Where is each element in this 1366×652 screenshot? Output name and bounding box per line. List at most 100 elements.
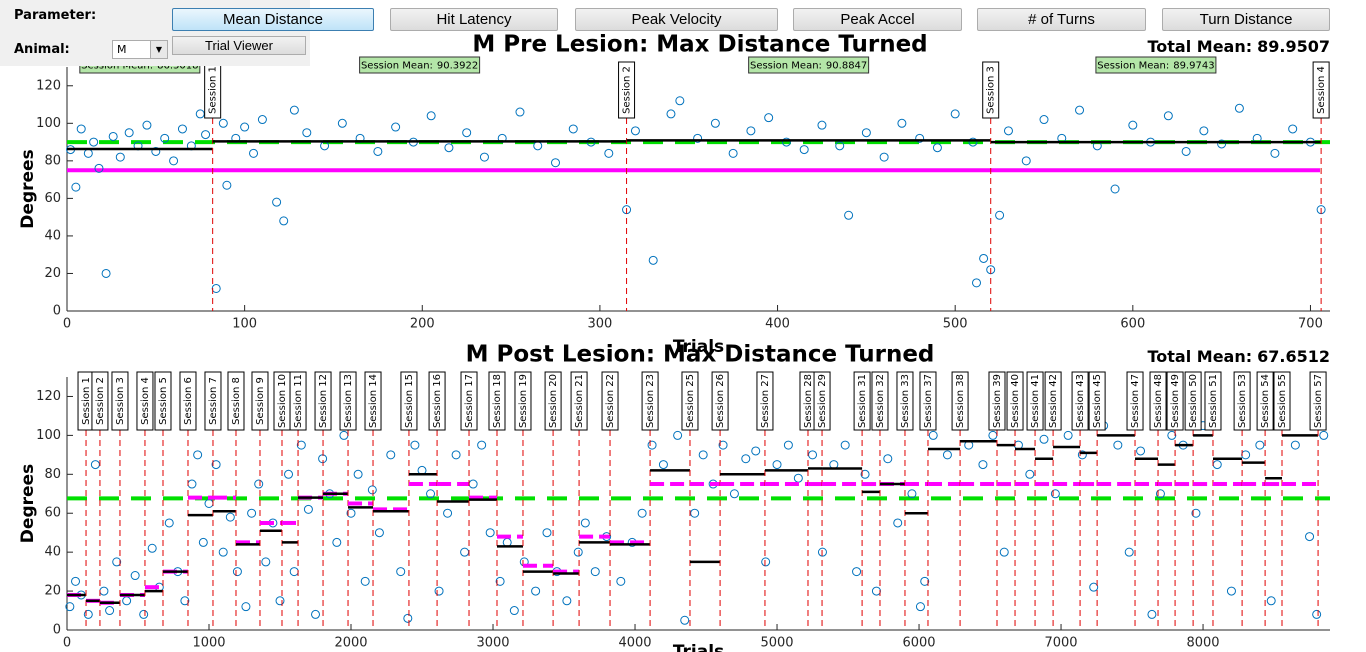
trial-point — [360, 576, 370, 586]
session-label-box — [601, 371, 619, 431]
session-label: Session 3 — [986, 66, 997, 114]
session-label: Session 26 — [715, 374, 726, 428]
total-mean-label: Total Mean: — [1147, 347, 1252, 366]
session-label: Session 14 — [368, 374, 379, 428]
trial-viewer-button[interactable]: Trial Viewer — [172, 36, 306, 55]
session-label: Session 37 — [923, 374, 934, 428]
session-label: Session 12 — [318, 374, 329, 428]
trial-point — [1136, 446, 1146, 456]
session-label: Session 57 — [1313, 374, 1324, 428]
session-label-box — [91, 371, 109, 431]
session-mean-label: Session Mean: — [750, 61, 822, 72]
session-label-box — [1071, 371, 1089, 431]
parameter-button[interactable]: Mean Distance — [172, 8, 374, 31]
trial-point — [130, 571, 140, 581]
trial-point — [187, 479, 197, 489]
trial-point — [443, 508, 453, 518]
trial-point — [451, 450, 461, 460]
trial-point — [495, 576, 505, 586]
y-tick-label: 0 — [53, 623, 61, 638]
session-label-box — [1204, 371, 1222, 431]
trial-point — [915, 133, 925, 143]
total-mean-value: 67.6512 — [1257, 347, 1330, 366]
trial-point — [177, 124, 187, 134]
dropdown-arrow[interactable]: ▼ — [150, 41, 167, 58]
x-tick-label: 0 — [63, 636, 71, 651]
x-tick-label: 5000 — [760, 636, 793, 651]
trial-point — [783, 440, 793, 450]
trial-point — [799, 145, 809, 155]
parameter-button[interactable]: Turn Distance — [1162, 8, 1330, 31]
parameter-button[interactable]: # of Turns — [977, 8, 1146, 31]
trial-point — [1305, 532, 1315, 542]
trial-point — [1021, 156, 1031, 166]
trial-point — [1124, 547, 1134, 557]
parameter-button[interactable]: Hit Latency — [390, 8, 558, 31]
y-tick-label: 80 — [44, 153, 61, 168]
session-label-box — [1006, 371, 1024, 431]
trial-point — [1290, 440, 1300, 450]
trial-point — [108, 131, 118, 141]
trial-point — [1039, 115, 1049, 125]
session-label: Session 45 — [1092, 374, 1103, 428]
session-mean-value: 86.3018 — [157, 61, 198, 72]
trial-point — [551, 158, 561, 168]
trial-point — [673, 430, 683, 440]
y-tick-label: 0 — [53, 304, 61, 319]
trial-point — [367, 485, 377, 495]
trial-point — [999, 547, 1009, 557]
session-mean-annotation: Session Mean: 90.3922 — [361, 61, 478, 72]
session-label-box — [853, 371, 871, 431]
total-mean: Total Mean: 67.6512 — [1147, 347, 1330, 366]
trial-point — [1155, 489, 1165, 499]
session-label-box — [641, 371, 659, 431]
session-label-box — [982, 61, 1000, 119]
session-label-box — [400, 371, 418, 431]
trial-point — [988, 430, 998, 440]
session-label-box — [154, 371, 172, 431]
session-label: Session 25 — [685, 374, 696, 428]
trial-point — [71, 182, 81, 192]
animal-dropdown[interactable]: M ▼ — [112, 40, 168, 59]
trial-point — [71, 576, 81, 586]
trial-point — [860, 469, 870, 479]
session-label-box — [813, 371, 831, 431]
trial-point — [434, 586, 444, 596]
trial-point — [1270, 148, 1280, 158]
trial-point — [284, 469, 294, 479]
session-label: Session 17 — [464, 374, 475, 428]
trial-point — [83, 148, 93, 158]
session-label: Session 2 — [622, 66, 633, 114]
session-label: Session 22 — [605, 374, 616, 428]
trial-point — [729, 489, 739, 499]
trial-point — [647, 440, 657, 450]
session-label-box — [1184, 371, 1202, 431]
session-label-box — [618, 61, 636, 119]
trial-point — [195, 109, 205, 119]
session-label-box — [251, 371, 269, 431]
trial-point — [648, 255, 658, 265]
trial-point — [1003, 126, 1013, 136]
trial-point — [337, 118, 347, 128]
session-label-box — [1256, 371, 1274, 431]
trial-point — [180, 596, 190, 606]
session-label: Session 21 — [574, 374, 585, 428]
trial-point — [942, 450, 952, 460]
trial-point — [637, 508, 647, 518]
trial-point — [391, 122, 401, 132]
trial-point — [808, 450, 818, 460]
parameter-button[interactable]: Peak Accel — [793, 8, 962, 31]
session-label: Session 4 — [140, 377, 151, 425]
trial-point — [1288, 124, 1298, 134]
trial-point — [741, 454, 751, 464]
x-tick-label: 6000 — [902, 636, 935, 651]
session-label: Session 11 — [293, 374, 304, 428]
parameter-button[interactable]: Peak Velocity — [575, 8, 778, 31]
y-tick-label: 40 — [44, 545, 61, 560]
session-label: Session 20 — [548, 374, 559, 428]
session-label: Session 55 — [1277, 374, 1288, 428]
trial-point — [835, 141, 845, 151]
y-tick-label: 60 — [44, 191, 61, 206]
session-label-box — [951, 371, 969, 431]
chart-title: M Post Lesion: Max Distance Turned — [466, 342, 935, 368]
